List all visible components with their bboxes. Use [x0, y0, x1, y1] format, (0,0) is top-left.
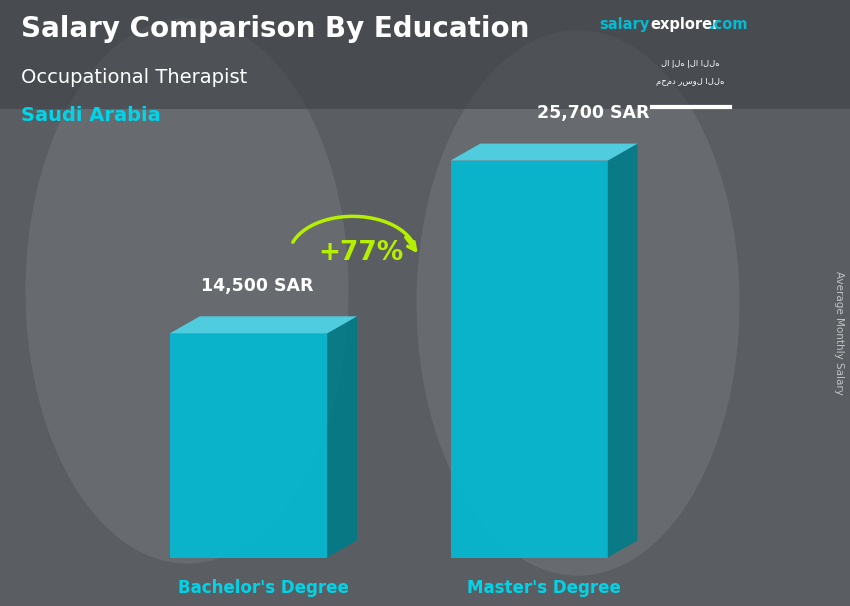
Text: Saudi Arabia: Saudi Arabia	[21, 106, 161, 125]
Text: Occupational Therapist: Occupational Therapist	[21, 68, 247, 87]
Text: Bachelor's Degree: Bachelor's Degree	[178, 579, 349, 597]
Polygon shape	[170, 316, 357, 333]
Polygon shape	[608, 144, 638, 558]
Text: 25,700 SAR: 25,700 SAR	[536, 104, 649, 122]
Polygon shape	[450, 161, 608, 558]
Text: 14,500 SAR: 14,500 SAR	[201, 277, 314, 295]
Bar	[0, 0, 850, 109]
Ellipse shape	[416, 30, 740, 576]
Ellipse shape	[26, 18, 348, 564]
Text: +77%: +77%	[319, 240, 404, 265]
Text: explorer: explorer	[650, 17, 720, 32]
Text: Average Monthly Salary: Average Monthly Salary	[834, 271, 844, 395]
Text: محمد رسول الله: محمد رسول الله	[656, 78, 725, 87]
Polygon shape	[170, 333, 327, 558]
Polygon shape	[327, 316, 357, 558]
Polygon shape	[450, 144, 638, 161]
Text: salary: salary	[599, 17, 649, 32]
Text: Salary Comparison By Education: Salary Comparison By Education	[21, 15, 530, 43]
Text: لا إله إلا الله: لا إله إلا الله	[661, 59, 720, 68]
Text: Master's Degree: Master's Degree	[467, 579, 621, 597]
Text: .com: .com	[708, 17, 747, 32]
